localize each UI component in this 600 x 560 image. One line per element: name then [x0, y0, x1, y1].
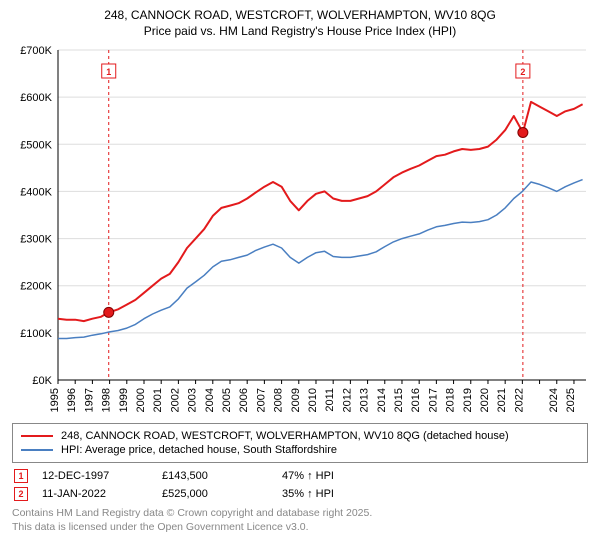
price-chart: £0K £100K £200K £300K £400K £500K £600K £700K 19…	[12, 44, 588, 419]
page-title: 248, CANNOCK ROAD, WESTCROFT, WOLVERHAMP…	[12, 8, 588, 22]
svg-text:£0K: £0K	[32, 375, 52, 387]
legend-label: HPI: Average price, detached house, Sout…	[61, 444, 337, 456]
svg-text:2013: 2013	[359, 388, 371, 412]
transaction-date: 12-DEC-1997	[42, 470, 162, 482]
svg-text:2000: 2000	[135, 388, 147, 412]
svg-text:£600K: £600K	[20, 92, 52, 104]
transaction-price: £525,000	[162, 488, 282, 500]
legend-swatch	[21, 449, 53, 451]
svg-text:2006: 2006	[238, 388, 250, 412]
legend-row: 248, CANNOCK ROAD, WESTCROFT, WOLVERHAMP…	[21, 430, 579, 442]
legend: 248, CANNOCK ROAD, WESTCROFT, WOLVERHAMP…	[12, 423, 588, 463]
footer-attribution: Contains HM Land Registry data © Crown c…	[12, 507, 588, 534]
svg-text:2015: 2015	[393, 388, 405, 412]
svg-text:£300K: £300K	[20, 234, 52, 246]
svg-text:£100K: £100K	[20, 328, 52, 340]
svg-text:£200K: £200K	[20, 281, 52, 293]
svg-text:1995: 1995	[49, 388, 61, 412]
svg-text:1997: 1997	[83, 388, 95, 412]
transaction-date: 11-JAN-2022	[42, 488, 162, 500]
svg-text:2024: 2024	[548, 388, 560, 412]
page-subtitle: Price paid vs. HM Land Registry's House …	[12, 24, 588, 38]
svg-text:2007: 2007	[255, 388, 267, 412]
svg-text:2002: 2002	[169, 388, 181, 412]
svg-text:2012: 2012	[341, 388, 353, 412]
footer-line-1: Contains HM Land Registry data © Crown c…	[12, 507, 588, 521]
svg-text:2019: 2019	[462, 388, 474, 412]
svg-text:2022: 2022	[513, 388, 525, 412]
svg-text:1996: 1996	[66, 388, 78, 412]
svg-text:2021: 2021	[496, 388, 508, 412]
transaction-row: 1 12-DEC-1997£143,50047% ↑ HPI	[12, 469, 588, 483]
svg-text:£500K: £500K	[20, 139, 52, 151]
legend-label: 248, CANNOCK ROAD, WESTCROFT, WOLVERHAMP…	[61, 430, 509, 442]
transaction-price: £143,500	[162, 470, 282, 482]
svg-text:2008: 2008	[273, 388, 285, 412]
svg-text:2005: 2005	[221, 388, 233, 412]
svg-text:2003: 2003	[187, 388, 199, 412]
transaction-pct: 35% ↑ HPI	[282, 488, 402, 500]
legend-swatch	[21, 435, 53, 437]
svg-text:2001: 2001	[152, 388, 164, 412]
transaction-marker: 1	[14, 469, 28, 483]
svg-text:2: 2	[520, 67, 525, 77]
svg-text:£700K: £700K	[20, 45, 52, 57]
svg-text:2009: 2009	[290, 388, 302, 412]
svg-text:1: 1	[106, 67, 111, 77]
svg-text:1999: 1999	[118, 388, 130, 412]
svg-text:2017: 2017	[427, 388, 439, 412]
svg-text:2016: 2016	[410, 388, 422, 412]
transaction-pct: 47% ↑ HPI	[282, 470, 402, 482]
svg-text:2011: 2011	[324, 388, 336, 412]
svg-text:2018: 2018	[445, 388, 457, 412]
svg-text:2014: 2014	[376, 388, 388, 412]
svg-text:2010: 2010	[307, 388, 319, 412]
legend-row: HPI: Average price, detached house, Sout…	[21, 444, 579, 456]
transaction-table: 1 12-DEC-1997£143,50047% ↑ HPI 2 11-JAN-202…	[12, 469, 588, 501]
chart-container: £0K £100K £200K £300K £400K £500K £600K £700K 19…	[12, 44, 588, 419]
svg-text:2020: 2020	[479, 388, 491, 412]
transaction-marker: 2	[14, 487, 28, 501]
footer-line-2: This data is licensed under the Open Gov…	[12, 521, 588, 535]
transaction-row: 2 11-JAN-2022£525,00035% ↑ HPI	[12, 487, 588, 501]
svg-text:2004: 2004	[204, 388, 216, 412]
svg-text:2025: 2025	[565, 388, 577, 412]
svg-text:£400K: £400K	[20, 186, 52, 198]
svg-text:1998: 1998	[101, 388, 113, 412]
